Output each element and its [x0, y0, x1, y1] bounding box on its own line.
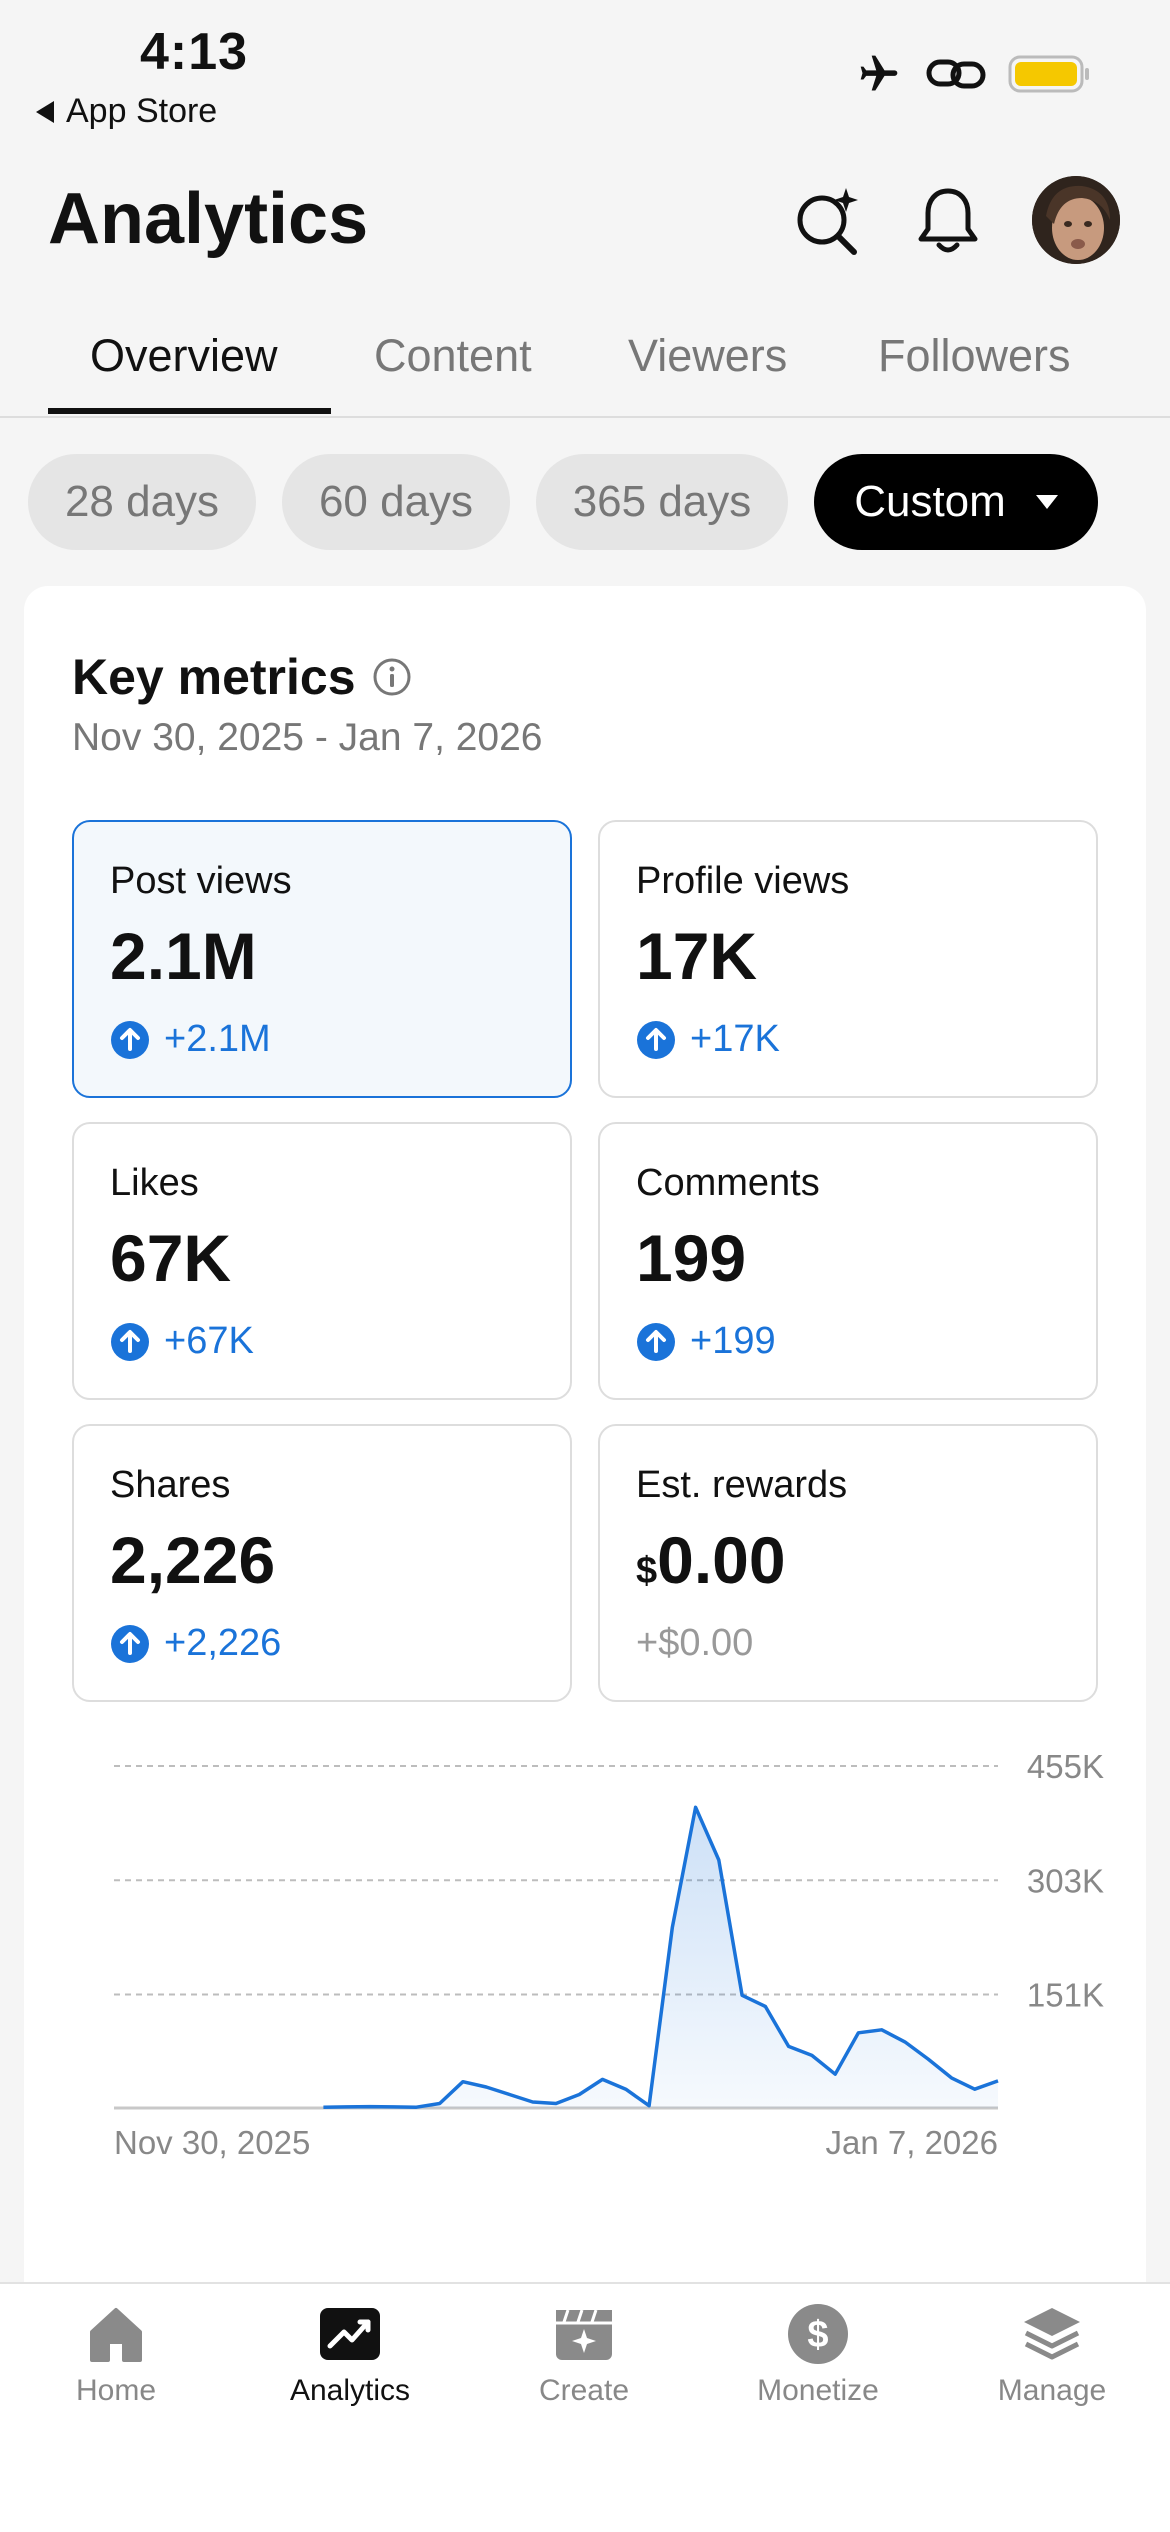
range-label: 365 days: [572, 477, 752, 526]
metric-value: 2,226: [110, 1523, 276, 1597]
metric-delta: +$0.00: [636, 1622, 753, 1665]
manage-icon: [1024, 2308, 1080, 2360]
link-icon: [926, 59, 986, 89]
metric-label: Shares: [110, 1464, 231, 1506]
series-line: [323, 1805, 999, 2109]
date-range-text: Nov 30, 2025 - Jan 7, 2026: [72, 716, 543, 759]
avatar-photo: [1032, 176, 1120, 264]
range-label: 60 days: [318, 477, 474, 526]
y-tick-label: 455K: [1027, 1748, 1104, 1785]
nav-home[interactable]: Home: [26, 2302, 206, 2408]
metric-delta-text: +2.1M: [164, 1018, 271, 1060]
nav-label: Analytics: [289, 2374, 411, 2407]
avatar[interactable]: [1032, 176, 1120, 264]
currency-symbol: $: [636, 1550, 658, 1592]
back-arrow-icon: [36, 100, 54, 123]
metric-shares[interactable]: Shares 2,226 +2,226: [72, 1424, 572, 1702]
ai-search-button[interactable]: [788, 180, 868, 260]
y-tick-label: 151K: [1027, 1977, 1104, 2014]
key-metrics-heading: Key metrics: [72, 648, 412, 706]
home-icon: [90, 2308, 142, 2362]
monetize-icon: $: [788, 2304, 848, 2364]
nav-monetize[interactable]: $ Monetize: [728, 2302, 908, 2408]
metric-value: 2.1M: [110, 919, 257, 993]
bottom-nav: Home Analytics Create $ Monetize: [0, 2282, 1170, 2532]
tab-content[interactable]: Content: [374, 330, 532, 381]
metric-value: $0.00: [636, 1522, 786, 1598]
active-tab-indicator: [48, 408, 331, 414]
range-28-days[interactable]: 28 days: [28, 454, 256, 550]
metric-delta: +199: [636, 1320, 776, 1363]
caret-down-icon: [1035, 495, 1058, 509]
tab-followers[interactable]: Followers: [878, 330, 1071, 381]
arrow-up-circle-icon: [637, 1020, 675, 1059]
status-icons: [854, 52, 1090, 96]
metric-value: 17K: [636, 919, 758, 993]
range-label: 28 days: [64, 477, 220, 526]
metric-delta: +67K: [110, 1320, 254, 1363]
range-label: Custom: [854, 477, 1006, 526]
range-60-days[interactable]: 60 days: [282, 454, 510, 550]
metric-delta: +2.1M: [110, 1018, 271, 1061]
arrow-up-circle-icon: [111, 1020, 149, 1059]
metric-label: Est. rewards: [636, 1464, 848, 1506]
metric-comments[interactable]: Comments 199 +199: [598, 1122, 1098, 1400]
back-label: App Store: [66, 92, 218, 130]
status-time: 4:13: [140, 23, 249, 81]
nav-label: Manage: [997, 2374, 1107, 2407]
metric-value-number: 0.00: [657, 1523, 786, 1597]
key-metrics-title: Key metrics: [72, 649, 356, 705]
tab-bar: Overview Content Viewers Followers: [0, 320, 1170, 418]
metric-label: Likes: [110, 1162, 199, 1204]
metric-post-views[interactable]: Post views 2.1M +2.1M: [72, 820, 572, 1098]
nav-create[interactable]: Create: [494, 2302, 674, 2408]
metric-delta-text: +17K: [690, 1018, 780, 1060]
metric-label: Post views: [110, 860, 292, 902]
analytics-icon: [320, 2308, 380, 2360]
y-tick-label: 303K: [1027, 1862, 1104, 1899]
metric-delta-text: +199: [690, 1320, 776, 1362]
tab-viewers[interactable]: Viewers: [628, 330, 788, 381]
battery-icon: [1008, 55, 1089, 93]
metric-profile-views[interactable]: Profile views 17K +17K: [598, 820, 1098, 1098]
bell-icon: [918, 188, 978, 253]
metric-delta: +17K: [636, 1018, 780, 1061]
sparkle-search-icon: [797, 188, 858, 255]
nav-analytics[interactable]: Analytics: [260, 2302, 440, 2408]
metric-value: 67K: [110, 1221, 232, 1295]
x-label-start: Nov 30, 2025: [114, 2124, 310, 2161]
metric-delta-text: +67K: [164, 1320, 254, 1362]
metric-label: Comments: [636, 1162, 820, 1204]
metric-likes[interactable]: Likes 67K +67K: [72, 1122, 572, 1400]
svg-text:$: $: [807, 2314, 828, 2356]
metric-delta: +2,226: [110, 1622, 281, 1665]
arrow-up-circle-icon: [111, 1322, 149, 1361]
metric-delta-text: +$0.00: [636, 1622, 754, 1664]
airplane-icon: [860, 55, 898, 91]
back-to-app-store[interactable]: App Store: [36, 92, 217, 131]
nav-label: Home: [75, 2374, 157, 2407]
nav-label: Create: [538, 2374, 630, 2407]
notifications-button[interactable]: [908, 180, 988, 260]
metric-est-rewards[interactable]: Est. rewards $0.00 +$0.00: [598, 1424, 1098, 1702]
arrow-up-circle-icon: [637, 1322, 675, 1361]
post-views-chart: 455K 303K 151K Nov 30, 2025 Jan 7, 2026: [114, 1748, 1104, 2161]
page-title: Analytics: [48, 179, 369, 259]
range-custom[interactable]: Custom: [814, 454, 1098, 550]
nav-manage[interactable]: Manage: [962, 2302, 1142, 2408]
metric-label: Profile views: [636, 860, 850, 902]
x-label-end: Jan 7, 2026: [826, 2124, 998, 2161]
create-icon: [556, 2309, 612, 2360]
info-icon[interactable]: [372, 657, 412, 697]
range-365-days[interactable]: 365 days: [536, 454, 788, 550]
tab-overview[interactable]: Overview: [90, 330, 278, 381]
arrow-up-circle-icon: [111, 1624, 149, 1663]
nav-label: Monetize: [757, 2374, 879, 2407]
key-metrics-card: Key metrics Nov 30, 2025 - Jan 7, 2026 P…: [24, 586, 1146, 2532]
series-area: [323, 1807, 998, 2108]
metric-value: 199: [636, 1221, 747, 1295]
metric-delta-text: +2,226: [164, 1622, 282, 1664]
